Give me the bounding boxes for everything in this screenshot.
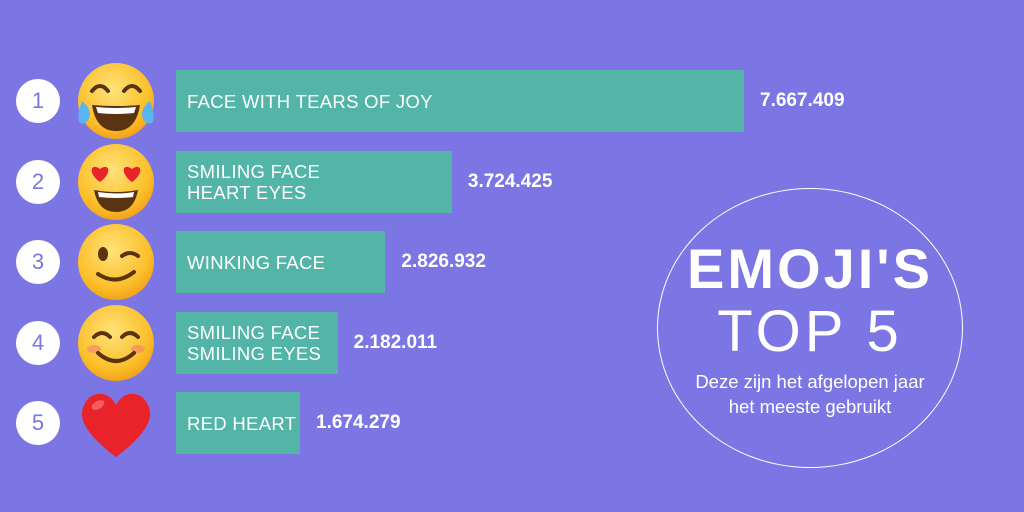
badge-subtitle: TOP 5 (717, 299, 903, 364)
bar-label-line: RED HEART (187, 412, 297, 434)
smiling-face-smiling-eyes-icon (76, 303, 156, 383)
title-badge: EMOJI'S TOP 5 Deze zijn het afgelopen ja… (657, 188, 963, 468)
rank-number: 1 (31, 88, 45, 113)
rank-number: 5 (31, 410, 45, 435)
bar-label-line: FACE WITH TEARS OF JOY (187, 90, 433, 112)
rank-number: 2 (31, 168, 45, 194)
bar-value-label: 7.667.409 (760, 90, 845, 111)
bar-label-line: SMILING FACE (187, 160, 321, 182)
rank-circle: 5 (16, 401, 60, 445)
red-heart-icon (76, 383, 156, 463)
bar-label: SMILING FACE SMILING EYES (187, 312, 321, 374)
face-with-tears-of-joy-icon (76, 61, 156, 141)
bar-label: RED HEART (187, 392, 296, 454)
bar-value-label: 3.724.425 (467, 170, 553, 192)
bar: WINKING FACE (176, 231, 386, 293)
bar-value-label: 1.674.279 (316, 412, 401, 433)
bar-label-line: SMILING EYES (187, 342, 322, 364)
face-with-tears-of-joy-icon-graphic (78, 63, 154, 139)
winking-face-icon-graphic (78, 224, 154, 300)
bar-label-line: WINKING FACE (187, 251, 326, 273)
bar-label: WINKING FACE (187, 231, 325, 293)
red-heart-icon-graphic (81, 393, 151, 457)
bar-label: FACE WITH TEARS OF JOY (187, 70, 433, 132)
rank-circle: 4 (16, 320, 60, 365)
bar: SMILING FACE HEART EYES (176, 150, 452, 213)
bar: FACE WITH TEARS OF JOY (176, 70, 744, 132)
rank-circle: 2 (16, 159, 60, 204)
smiling-face-heart-eyes-icon (76, 142, 156, 222)
smiling-face-heart-eyes-icon-graphic (78, 143, 154, 220)
bar: SMILING FACE SMILING EYES (176, 311, 338, 374)
bar-value-label: 2.826.932 (401, 251, 486, 272)
smiling-face-smiling-eyes-icon-graphic (78, 304, 154, 381)
bar-label-line: HEART EYES (187, 181, 307, 203)
bar: RED HEART (176, 392, 301, 454)
rank-circle: 3 (16, 240, 60, 284)
rank-circle: 1 (16, 79, 60, 123)
bar-label-line: SMILING FACE (187, 321, 321, 343)
winking-face-icon (76, 222, 156, 302)
rank-number: 3 (31, 249, 45, 274)
bar-value-label: 2.182.011 (353, 331, 438, 353)
rank-number: 4 (31, 329, 45, 355)
badge-title: EMOJI'S (687, 237, 933, 300)
badge-description: Deze zijn het afgelopen jaar het meeste … (695, 371, 925, 417)
bar-label: SMILING FACE HEART EYES (187, 151, 320, 213)
